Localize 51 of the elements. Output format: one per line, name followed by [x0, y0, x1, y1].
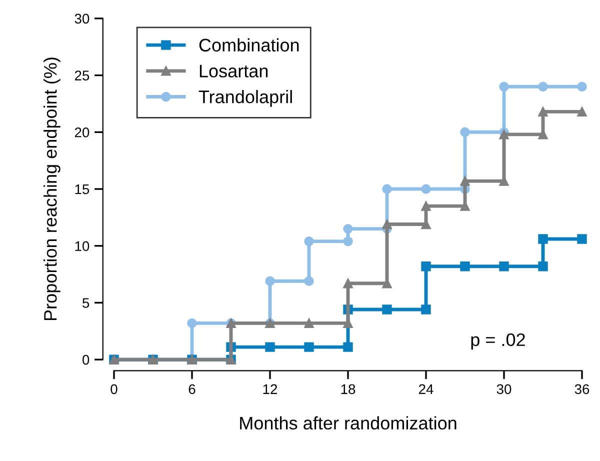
y-tick-label: 15 [75, 184, 90, 194]
y-tick-label: 5 [82, 298, 90, 308]
point [304, 236, 314, 246]
y-tick-label: 0 [82, 354, 90, 365]
legend-label: Trandolapril [198, 90, 292, 107]
point [421, 184, 431, 194]
x-tick-label: 30 [496, 384, 512, 394]
point [382, 184, 392, 194]
x-tick-label: 18 [341, 384, 356, 394]
point [538, 106, 548, 117]
x-tick-label: 6 [188, 384, 196, 394]
point [343, 236, 353, 246]
legend-label: Losartan [200, 64, 268, 78]
x-tick-label: 0 [110, 384, 118, 394]
point [538, 82, 548, 92]
y-tick-label: 20 [74, 127, 90, 138]
point [343, 224, 353, 234]
point [421, 304, 431, 314]
point [421, 261, 431, 272]
x-tick-label: 36 [574, 384, 590, 394]
point [577, 82, 587, 92]
point [343, 278, 353, 288]
point [460, 127, 470, 138]
point [577, 106, 587, 117]
point [304, 318, 314, 328]
point [460, 176, 470, 186]
point [265, 276, 275, 286]
point [421, 201, 431, 211]
point [499, 261, 509, 272]
y-tick-label: 30 [74, 14, 90, 24]
point [265, 342, 275, 352]
y-axis-title: Proportion reaching endpoint (%) [44, 58, 60, 320]
y-tick-label: 25 [74, 70, 90, 80]
legend-label: Combination [199, 38, 299, 52]
point [187, 318, 197, 328]
x-axis-title: Months after randomization [240, 416, 456, 430]
y-tick-label: 10 [75, 241, 90, 252]
point [304, 276, 314, 286]
point [460, 261, 470, 272]
point [499, 82, 509, 92]
point [538, 261, 548, 272]
x-tick-label: 24 [418, 384, 434, 394]
point [304, 342, 314, 352]
point [343, 342, 353, 352]
point [382, 304, 392, 314]
annotation: p = .02 [471, 333, 525, 350]
point [577, 234, 587, 244]
point [382, 219, 392, 230]
point [499, 130, 509, 140]
x-tick-label: 12 [263, 384, 278, 394]
point [538, 234, 548, 244]
